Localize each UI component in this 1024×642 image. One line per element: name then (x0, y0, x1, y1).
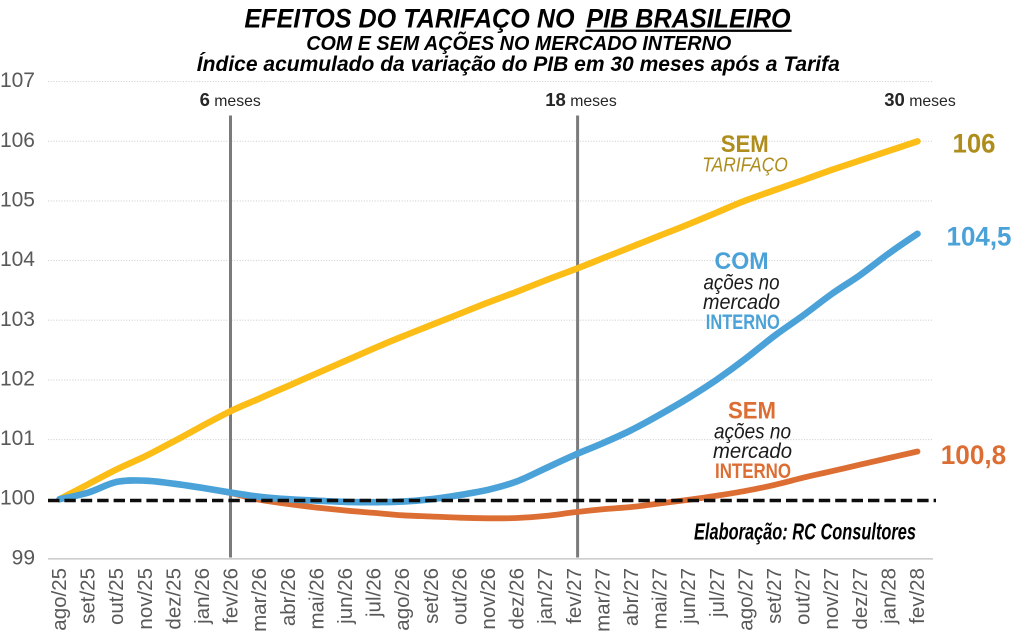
svg-text:COM E SEM AÇÕES NO MERCADO INT: COM E SEM AÇÕES NO MERCADO INTERNO (306, 31, 731, 55)
svg-text:set/26: set/26 (420, 568, 443, 624)
svg-text:set/27: set/27 (763, 568, 786, 624)
svg-text:101: 101 (0, 427, 35, 450)
svg-text:out/27: out/27 (792, 568, 815, 625)
svg-text:nov/25: nov/25 (134, 568, 157, 630)
svg-text:ações no: ações no (704, 271, 780, 294)
svg-text:ago/26: ago/26 (391, 568, 414, 631)
svg-text:fev/27: fev/27 (563, 568, 586, 624)
svg-text:107: 107 (0, 69, 35, 92)
svg-text:18 meses: 18 meses (545, 89, 617, 110)
svg-text:mercado: mercado (713, 440, 792, 463)
svg-text:30 meses: 30 meses (884, 89, 956, 110)
svg-text:COM: COM (715, 248, 769, 275)
svg-text:105: 105 (0, 188, 35, 211)
svg-text:abr/27: abr/27 (620, 568, 643, 626)
svg-text:100,8: 100,8 (941, 440, 1007, 470)
svg-text:ações no: ações no (714, 421, 791, 444)
svg-text:set/25: set/25 (77, 568, 100, 624)
svg-text:jul/27: jul/27 (706, 568, 729, 618)
svg-text:jan/26: jan/26 (191, 568, 214, 625)
svg-text:104: 104 (0, 248, 35, 271)
svg-text:EFEITOS DO TARIFAÇO NO: EFEITOS DO TARIFAÇO NO (244, 4, 575, 34)
svg-text:jul/26: jul/26 (363, 568, 386, 618)
svg-text:out/26: out/26 (448, 568, 471, 625)
svg-text:106: 106 (953, 129, 996, 159)
svg-text:INTERNO: INTERNO (706, 310, 780, 334)
svg-text:SEM: SEM (721, 131, 769, 158)
svg-text:fev/26: fev/26 (220, 568, 243, 624)
svg-text:100: 100 (0, 487, 35, 510)
svg-text:mar/26: mar/26 (248, 568, 271, 632)
svg-text:TARIFAÇO: TARIFAÇO (702, 155, 788, 177)
svg-text:nov/26: nov/26 (477, 568, 500, 630)
svg-text:mar/27: mar/27 (591, 568, 614, 632)
svg-text:102: 102 (0, 367, 35, 390)
svg-text:104,5: 104,5 (947, 222, 1012, 252)
svg-text:dez/27: dez/27 (849, 568, 872, 630)
svg-text:ago/25: ago/25 (48, 568, 71, 631)
svg-text:99: 99 (12, 546, 35, 569)
svg-text:mai/27: mai/27 (649, 568, 672, 630)
svg-text:Índice acumulado da variação d: Índice acumulado da variação do PIB em 3… (197, 53, 840, 76)
svg-text:SEM: SEM (728, 398, 776, 425)
svg-text:fev/28: fev/28 (906, 568, 929, 624)
svg-text:nov/27: nov/27 (820, 568, 843, 630)
svg-text:out/25: out/25 (105, 568, 128, 625)
svg-text:ago/27: ago/27 (734, 568, 757, 631)
svg-text:mercado: mercado (703, 291, 780, 314)
svg-text:abr/26: abr/26 (277, 568, 300, 626)
svg-text:jun/26: jun/26 (334, 568, 357, 625)
svg-text:6 meses: 6 meses (200, 89, 261, 110)
svg-text:dez/26: dez/26 (506, 568, 529, 630)
svg-text:jan/27: jan/27 (534, 568, 557, 625)
svg-text:PIB BRASILEIRO: PIB BRASILEIRO (586, 4, 791, 34)
svg-text:jan/28: jan/28 (877, 568, 900, 625)
svg-text:106: 106 (0, 129, 35, 152)
svg-text:INTERNO: INTERNO (715, 459, 791, 483)
svg-text:Elaboração: RC Consultores: Elaboração: RC Consultores (694, 519, 916, 545)
svg-text:mai/26: mai/26 (305, 568, 328, 630)
svg-text:dez/25: dez/25 (162, 568, 185, 630)
svg-text:jun/27: jun/27 (677, 568, 700, 625)
svg-text:103: 103 (0, 308, 35, 331)
